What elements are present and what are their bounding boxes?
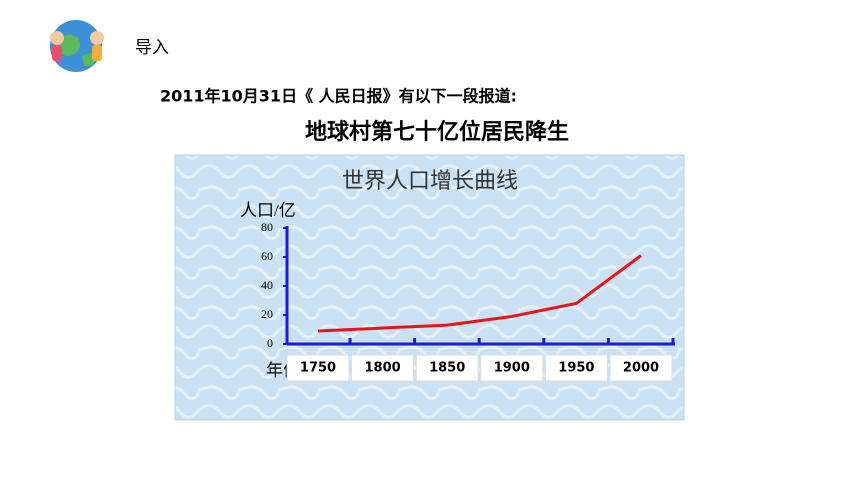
x-tick-label: 2000: [623, 361, 659, 376]
intro-text: 2011年10月31日《 人民日报》有以下一段报道:: [160, 87, 517, 106]
data-line: [317, 254, 642, 333]
x-label-box: [544, 354, 608, 382]
y-axis-label: 人口/亿: [240, 201, 296, 220]
x-label-box: [480, 354, 544, 382]
x-label-box: [415, 354, 479, 382]
x-tick-label: 1900: [494, 361, 530, 376]
chart-title: 世界人口增长曲线: [342, 168, 518, 193]
x-tick-label: 1850: [429, 361, 465, 376]
x-label-box: [609, 354, 673, 382]
y-tick-label: 0: [267, 336, 273, 350]
x-tick-label: 1800: [365, 361, 401, 376]
headline: 地球村第七十亿位居民降生: [305, 119, 569, 145]
x-tick-label: 1950: [558, 361, 594, 376]
x-label-box: [286, 354, 350, 382]
globe-icon: [50, 20, 104, 72]
x-tick-label: 1750: [300, 361, 336, 376]
y-tick-label: 20: [261, 307, 273, 321]
y-tick-label: 40: [261, 278, 273, 292]
y-tick-label: 60: [261, 249, 273, 263]
x-label-box: [351, 354, 415, 382]
y-tick-label: 80: [261, 220, 273, 234]
section-label: 导入: [135, 38, 169, 58]
